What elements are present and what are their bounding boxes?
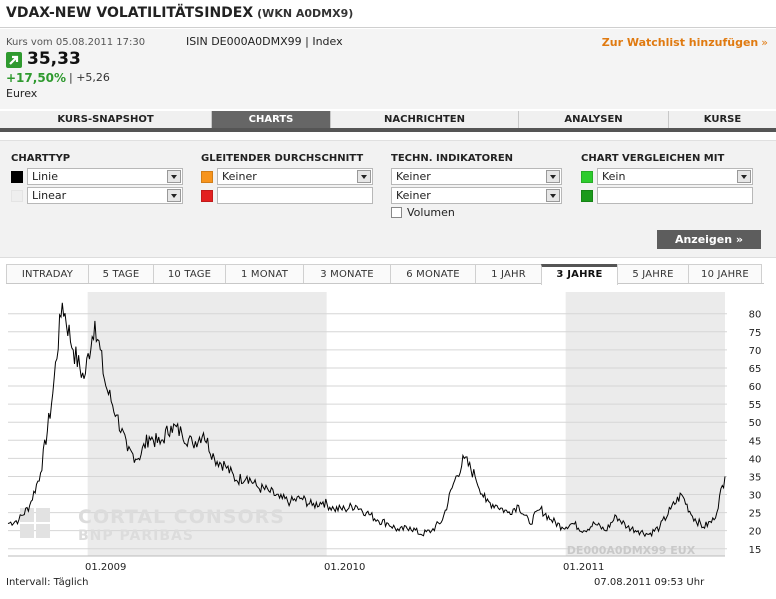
- chevron-down-icon: [167, 170, 181, 183]
- gleitender-durchschnitt-group: GLEITENDER DURCHSCHNITT Keiner: [201, 153, 373, 205]
- y-tick-label: 75: [749, 328, 762, 339]
- y-tick-label: 40: [749, 454, 762, 465]
- vergleich2-color-swatch[interactable]: [581, 189, 593, 202]
- x-tick-label: 01.2009: [85, 562, 126, 573]
- main-tabs: KURS-SNAPSHOT CHARTS NACHRICHTEN ANALYSE…: [0, 111, 776, 132]
- scale-select[interactable]: Linear: [27, 187, 183, 204]
- tab-kurse[interactable]: KURSE: [703, 114, 742, 125]
- tab-3-monate[interactable]: 3 MONATE: [303, 264, 391, 283]
- anzeigen-button[interactable]: Anzeigen »: [657, 230, 761, 249]
- quote-price: 35,33: [27, 49, 81, 69]
- volumen-checkbox[interactable]: Volumen: [391, 206, 562, 219]
- indikatoren-group: TECHN. INDIKATOREN Keiner Keiner Volumen: [391, 153, 562, 219]
- isin-label: ISIN DE000A0DMX99 | Index: [186, 35, 343, 48]
- y-tick-label: 45: [749, 436, 762, 447]
- tab-10-jahre[interactable]: 10 JAHRE: [688, 264, 762, 283]
- tab-5-tage[interactable]: 5 TAGE: [88, 264, 154, 283]
- vergleich-heading: CHART VERGLEICHEN MIT: [581, 153, 725, 164]
- scale-color-swatch: [11, 189, 23, 202]
- watchlist-label: Zur Watchlist hinzufügen: [601, 36, 759, 49]
- y-tick-label: 15: [749, 545, 762, 556]
- quote-time: Kurs vom 05.08.2011 17:30: [6, 37, 146, 48]
- watermark-logo-tile: [36, 508, 50, 522]
- wkn-label: (WKN A0DMX9): [257, 7, 354, 20]
- y-tick-label: 70: [749, 346, 762, 357]
- gd2-input[interactable]: [217, 187, 373, 204]
- y-tick-label: 60: [749, 382, 762, 393]
- vergleich-group: CHART VERGLEICHEN MIT Kein: [581, 153, 753, 205]
- charttyp-heading: CHARTTYP: [11, 153, 71, 164]
- tab-analysen[interactable]: ANALYSEN: [519, 111, 669, 128]
- indikator2-select[interactable]: Keiner: [391, 187, 562, 204]
- y-tick-label: 55: [749, 400, 762, 411]
- tab-charts[interactable]: CHARTS: [212, 111, 331, 128]
- tab-1-monat[interactable]: 1 MONAT: [225, 264, 304, 283]
- chevron-right-icon: »: [761, 36, 768, 49]
- tab-intraday[interactable]: INTRADAY: [6, 264, 89, 283]
- chevron-down-icon: [737, 170, 751, 183]
- chevron-down-icon: [546, 189, 560, 202]
- chart-settings-panel: CHARTTYP Linie Linear GLEITENDER DURCHSC…: [0, 140, 776, 258]
- price-chart: 15 20 25 30 35 40 45 50 55 60 65 70 75 80 CORTAL CONSO…: [0, 286, 776, 599]
- watermark-text: BNP PARIBAS: [78, 528, 194, 544]
- series-line: [7, 302, 726, 538]
- tab-nachrichten[interactable]: NACHRICHTEN: [331, 111, 519, 128]
- chevron-down-icon: [167, 189, 181, 202]
- page-header: VDAX-NEW VOLATILITÄTSINDEX (WKN A0DMX9): [0, 0, 776, 28]
- tab-kurs-snapshot[interactable]: KURS-SNAPSHOT: [0, 111, 212, 128]
- vergleich1-select[interactable]: Kein: [597, 168, 753, 185]
- change-absolute: | +5,26: [69, 71, 110, 84]
- change-percent: +17,50%: [6, 71, 67, 85]
- y-tick-label: 80: [749, 310, 762, 321]
- change-absolute-value: +5,26: [76, 71, 110, 84]
- quote-panel: Kurs vom 05.08.2011 17:30 ISIN DE000A0DM…: [0, 29, 776, 109]
- tab-5-jahre[interactable]: 5 JAHRE: [617, 264, 689, 283]
- indikator1-select[interactable]: Keiner: [391, 168, 562, 185]
- page-title: VDAX-NEW VOLATILITÄTSINDEX (WKN A0DMX9): [6, 5, 354, 21]
- checkbox-box[interactable]: [391, 207, 402, 218]
- watermark-logo-tile: [36, 524, 50, 538]
- x-tick-label: 01.2011: [563, 562, 604, 573]
- add-to-watchlist-link[interactable]: Zur Watchlist hinzufügen»: [602, 36, 768, 49]
- watermark-logo-tile: [20, 508, 34, 522]
- series-label: DE000A0DMX99 EUX: [567, 544, 696, 557]
- watermark-text: CORTAL CONSORS: [78, 506, 285, 528]
- interval-label: Intervall: Täglich: [6, 577, 89, 588]
- gd1-color-swatch[interactable]: [201, 170, 213, 183]
- tab-10-tage[interactable]: 10 TAGE: [153, 264, 226, 283]
- chevron-down-icon: [546, 170, 560, 183]
- x-tick-label: 01.2010: [324, 562, 365, 573]
- volumen-label: Volumen: [407, 206, 455, 219]
- vergleich2-input[interactable]: [597, 187, 753, 204]
- year-band-1: [565, 292, 725, 556]
- y-tick-label: 30: [749, 491, 762, 502]
- price-chart-svg: 15 20 25 30 35 40 45 50 55 60 65 70 75 80 CORTAL CONSO…: [7, 292, 762, 573]
- y-tick-label: 35: [749, 472, 762, 483]
- arrow-up-icon: [6, 52, 22, 68]
- y-tick-label: 50: [749, 418, 762, 429]
- separator: |: [69, 71, 73, 84]
- indikatoren-heading: TECHN. INDIKATOREN: [391, 153, 514, 164]
- gd2-color-swatch[interactable]: [201, 189, 213, 202]
- y-tick-label: 20: [749, 527, 762, 538]
- y-tick-label: 65: [749, 364, 762, 375]
- gd-heading: GLEITENDER DURCHSCHNITT: [201, 153, 364, 164]
- vergleich1-color-swatch[interactable]: [581, 170, 593, 183]
- chevron-down-icon: [357, 170, 371, 183]
- tab-3-jahre[interactable]: 3 JAHRE: [541, 264, 618, 285]
- range-tabs: INTRADAY 5 TAGE 10 TAGE 1 MONAT 3 MONATE…: [6, 264, 764, 285]
- chart-datetime: 07.08.2011 09:53 Uhr: [594, 577, 705, 588]
- gd1-select[interactable]: Keiner: [217, 168, 373, 185]
- charttyp-color-swatch[interactable]: [11, 170, 23, 183]
- exchange-label: Eurex: [6, 87, 38, 100]
- tab-6-monate[interactable]: 6 MONATE: [390, 264, 476, 283]
- watermark-logo-tile: [20, 524, 34, 538]
- year-band-0: [87, 292, 327, 556]
- tab-1-jahr[interactable]: 1 JAHR: [475, 264, 542, 283]
- y-tick-label: 25: [749, 509, 762, 520]
- charttyp-group: CHARTTYP Linie Linear: [11, 153, 183, 205]
- charttyp-select[interactable]: Linie: [27, 168, 183, 185]
